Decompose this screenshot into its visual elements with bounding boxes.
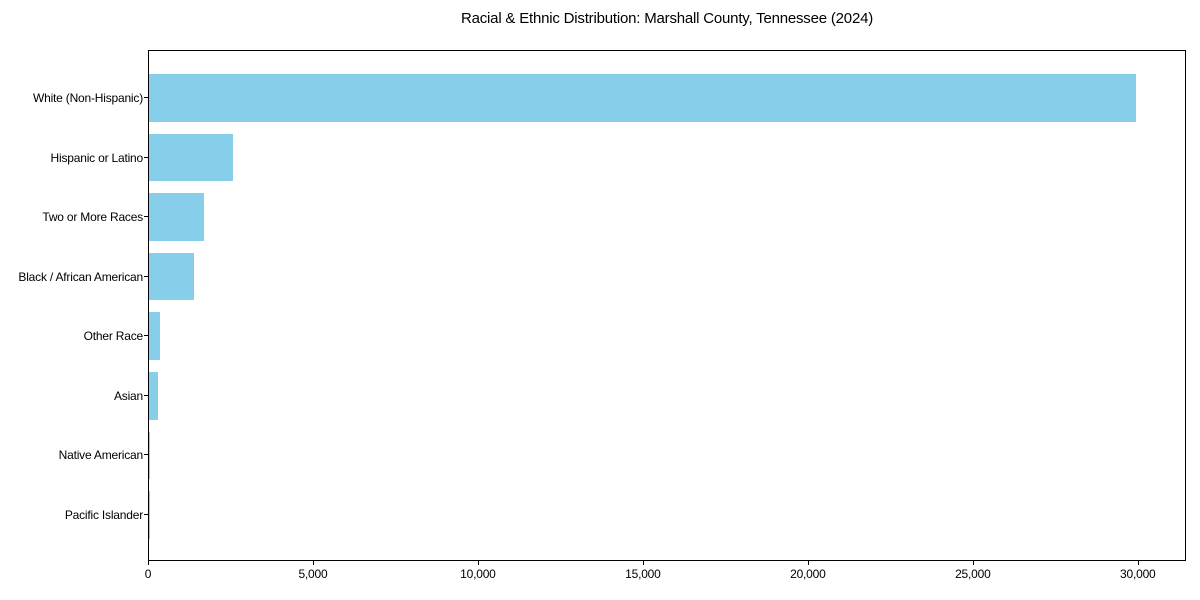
y-tick-label-pacific-islander: Pacific Islander [64, 507, 143, 522]
bar-white-non-hispanic [149, 74, 1136, 122]
y-tick-label-native-american: Native American [58, 448, 144, 463]
x-tick-label-0: 0 [144, 567, 152, 581]
bar-native-american [149, 431, 150, 480]
x-tick-mark [148, 561, 149, 565]
y-tick-mark [144, 216, 148, 218]
bar-asian [149, 372, 158, 420]
y-tick-mark [144, 156, 148, 158]
x-tick-mark [1137, 561, 1139, 565]
x-tick-label-5-000: 5,000 [298, 567, 328, 581]
y-tick-mark [144, 394, 148, 396]
y-tick-mark [144, 335, 148, 337]
y-tick-mark [144, 275, 148, 277]
y-tick-mark [144, 97, 148, 98]
bar-two-or-more-races [149, 193, 205, 241]
x-tick-mark [312, 561, 314, 565]
x-tick-mark [642, 561, 644, 565]
bar-black-african-american [149, 252, 195, 301]
x-tick-mark [972, 561, 974, 565]
x-tick-label-10-000: 10,000 [460, 567, 496, 581]
y-axis: White (Non-Hispanic) Hispanic or Latino Tw… [0, 50, 148, 561]
x-tick-label-25-000: 25,000 [955, 567, 991, 581]
x-tick-label-15-000: 15,000 [625, 567, 661, 581]
y-tick-label-black-african-american: Black / African American [18, 269, 143, 284]
plot-area [148, 50, 1186, 561]
bar-hispanic-or-latino [149, 133, 234, 182]
y-tick-mark [144, 454, 148, 456]
y-tick-mark [144, 513, 148, 515]
y-tick-label-other-race: Other Race [83, 329, 144, 344]
y-tick-label-white-non-hispanic: White (Non-Hispanic) [32, 91, 143, 105]
x-tick-label-30-000: 30,000 [1120, 567, 1156, 581]
y-tick-label-hispanic-or-latino: Hispanic or Latino [50, 150, 144, 165]
bar-other-race [149, 312, 160, 361]
x-tick-mark [477, 561, 479, 565]
x-tick-label-20-000: 20,000 [790, 567, 826, 581]
y-tick-label-asian: Asian [113, 388, 143, 403]
chart-title: Racial & Ethnic Distribution: Marshall C… [460, 10, 874, 27]
y-tick-label-two-or-more-races: Two or More Races [42, 210, 143, 225]
x-tick-mark [807, 561, 809, 565]
